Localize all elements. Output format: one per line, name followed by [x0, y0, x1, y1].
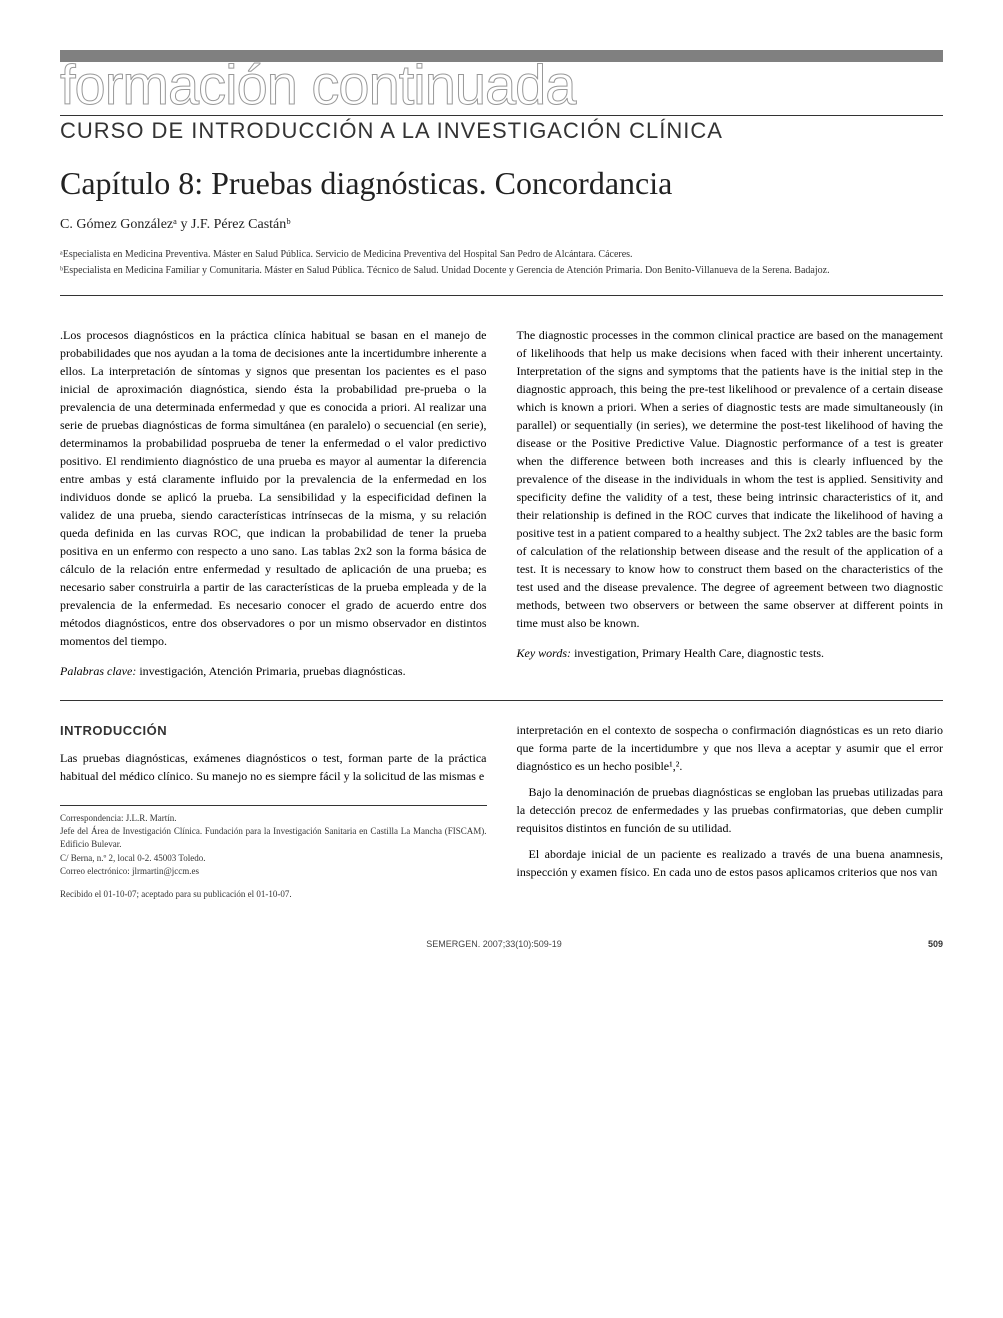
intro-para-2: interpretación en el contexto de sospech… — [517, 721, 944, 775]
keywords-english-label: Key words: — [517, 646, 572, 660]
abstract-spanish-column: .Los procesos diagnósticos en la práctic… — [60, 326, 487, 680]
affiliation-b: ᵇEspecialista en Medicina Familiar y Com… — [60, 264, 943, 278]
abstract-spanish-text: .Los procesos diagnósticos en la práctic… — [60, 326, 487, 650]
correspondence-line-4: Correo electrónico: jlrmartin@jccm.es — [60, 865, 487, 878]
section-divider — [60, 700, 943, 701]
body-two-column: INTRODUCCIÓN Las pruebas diagnósticas, e… — [60, 721, 943, 901]
keywords-english-text: investigation, Primary Health Care, diag… — [571, 646, 824, 660]
intro-para-1: Las pruebas diagnósticas, exámenes diagn… — [60, 749, 487, 785]
correspondence-line-3: C/ Berna, n.º 2, local 0-2. 45003 Toledo… — [60, 852, 487, 865]
affiliations-block: ᵃEspecialista en Medicina Preventiva. Má… — [60, 248, 943, 296]
keywords-spanish: Palabras clave: investigación, Atención … — [60, 662, 487, 680]
footer-citation: SEMERGEN. 2007;33(10):509-19 — [426, 939, 562, 949]
introduction-heading: INTRODUCCIÓN — [60, 721, 487, 741]
correspondence-block: Correspondencia: J.L.R. Martín. Jefe del… — [60, 805, 487, 901]
intro-para-4: El abordaje inicial de un paciente es re… — [517, 845, 944, 881]
banner-main-title: formación continuada — [60, 57, 943, 113]
abstract-section: .Los procesos diagnósticos en la práctic… — [60, 326, 943, 680]
page-container: formación continuada CURSO DE INTRODUCCI… — [0, 0, 1003, 979]
header-banner: formación continuada CURSO DE INTRODUCCI… — [60, 50, 943, 144]
footer-page-number: 509 — [928, 939, 943, 949]
correspondence-line-2: Jefe del Área de Investigación Clínica. … — [60, 825, 487, 850]
body-right-column: interpretación en el contexto de sospech… — [517, 721, 944, 901]
keywords-spanish-label: Palabras clave: — [60, 664, 136, 678]
abstract-english-column: The diagnostic processes in the common c… — [517, 326, 944, 680]
abstract-english-text: The diagnostic processes in the common c… — [517, 326, 944, 632]
intro-para-3: Bajo la denominación de pruebas diagnóst… — [517, 783, 944, 837]
article-authors: C. Gómez Gonzálezᵃ y J.F. Pérez Castánᵇ — [60, 217, 943, 233]
affiliation-a: ᵃEspecialista en Medicina Preventiva. Má… — [60, 248, 943, 262]
keywords-english: Key words: investigation, Primary Health… — [517, 644, 944, 662]
page-footer: SEMERGEN. 2007;33(10):509-19 509 — [60, 931, 943, 949]
received-date: Recibido el 01-10-07; aceptado para su p… — [60, 888, 487, 901]
correspondence-line-1: Correspondencia: J.L.R. Martín. — [60, 812, 487, 825]
body-left-column: INTRODUCCIÓN Las pruebas diagnósticas, e… — [60, 721, 487, 901]
banner-subtitle: CURSO DE INTRODUCCIÓN A LA INVESTIGACIÓN… — [60, 115, 943, 144]
article-title: Capítulo 8: Pruebas diagnósticas. Concor… — [60, 164, 943, 202]
keywords-spanish-text: investigación, Atención Primaria, prueba… — [136, 664, 405, 678]
